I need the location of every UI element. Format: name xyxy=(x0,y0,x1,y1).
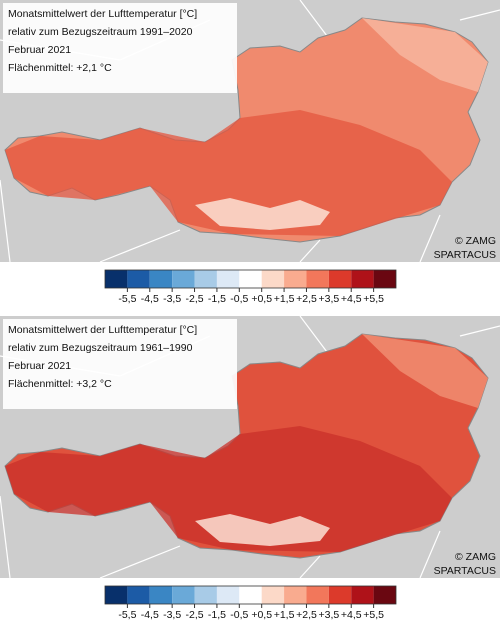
info-text: Monatsmittelwert der Lufttemperatur [°C] xyxy=(8,324,197,336)
mild-anomaly-area xyxy=(362,18,488,92)
info-text: relativ zum Bezugszeitraum 1961–1990 xyxy=(8,342,193,354)
info-text: relativ zum Bezugszeitraum 1991–2020 xyxy=(8,26,193,38)
colorbar-bin xyxy=(239,270,262,288)
colorbar-label: -4,5 xyxy=(141,293,159,305)
border-line xyxy=(299,239,321,263)
colorbar-bin xyxy=(149,586,173,604)
colorbar-label: +0,5 xyxy=(251,609,272,621)
colorbar-label: +2,5 xyxy=(296,609,317,621)
border-line xyxy=(299,315,331,357)
info-text: Februar 2021 xyxy=(8,360,71,372)
colorbar-label: +4,5 xyxy=(341,293,362,305)
map-panel: Monatsmittelwert der Lufttemperatur [°C]… xyxy=(0,0,500,263)
colorbar-label: -5,5 xyxy=(118,609,136,621)
colorbar-bin xyxy=(105,586,128,604)
colorbar-label: +4,5 xyxy=(341,609,362,621)
colorbar-label: -1,5 xyxy=(208,609,226,621)
colorbar-bin xyxy=(216,270,240,288)
colorbar: -5,5 -4,5 -3,5 -2,5 -1,5 -0,5 +0,5 +1,5 +2,5 +3,5… xyxy=(104,269,397,305)
colorbar-label: -1,5 xyxy=(208,293,226,305)
colorbar-frame xyxy=(104,585,397,605)
colorbar-bin xyxy=(328,270,352,288)
colorbar-bin xyxy=(261,586,285,604)
colorbar: -5,5 -4,5 -3,5 -2,5 -1,5 -0,5 +0,5 +1,5 +2,5 +3,5… xyxy=(104,585,397,621)
credit-text: © ZAMG xyxy=(455,551,496,563)
colorbar-frame xyxy=(104,269,397,289)
border-line xyxy=(459,9,500,21)
mild-anomaly-area xyxy=(362,334,488,408)
info-box xyxy=(3,319,237,409)
credit-text: SPARTACUS xyxy=(434,565,496,577)
colorbar-label: -2,5 xyxy=(185,293,203,305)
border-line xyxy=(0,495,11,579)
colorbar-bin xyxy=(261,270,285,288)
colorbar-bin xyxy=(284,270,307,288)
colorbar-bin xyxy=(373,270,396,288)
colorbar-label: +5,5 xyxy=(363,609,384,621)
colorbar-label: +0,5 xyxy=(251,293,272,305)
border-line xyxy=(419,214,441,263)
colorbar-label: -0,5 xyxy=(230,609,248,621)
border-line xyxy=(99,229,181,263)
colorbar-label: -2,5 xyxy=(185,609,203,621)
border-line xyxy=(99,545,181,579)
colorbar-label: -3,5 xyxy=(163,293,181,305)
border-line xyxy=(299,555,321,579)
colorbar-bin xyxy=(194,270,217,288)
colorbar-bin xyxy=(149,270,173,288)
alpine-area xyxy=(195,198,330,230)
colorbar-bin xyxy=(105,270,128,288)
colorbar-label: +5,5 xyxy=(363,293,384,305)
info-text: Februar 2021 xyxy=(8,44,71,56)
colorbar-label: -0,5 xyxy=(230,293,248,305)
colorbar-bin xyxy=(127,270,150,288)
map-panel: Monatsmittelwert der Lufttemperatur [°C]… xyxy=(0,315,500,579)
credit-text: © ZAMG xyxy=(455,235,496,247)
border-line xyxy=(459,325,500,337)
info-text: Monatsmittelwert der Lufttemperatur [°C] xyxy=(8,8,197,20)
warm-anomaly-area xyxy=(5,426,452,552)
colorbar-label: -3,5 xyxy=(163,609,181,621)
colorbar-bin xyxy=(351,270,374,288)
colorbar-label: +1,5 xyxy=(274,609,295,621)
colorbar-bin xyxy=(373,586,396,604)
border-line xyxy=(299,0,331,41)
info-text: Flächenmittel: +2,1 °C xyxy=(8,62,112,74)
colorbar-bin xyxy=(351,586,374,604)
colorbar-bin xyxy=(194,586,217,604)
border-line xyxy=(419,530,441,579)
colorbar-bin xyxy=(172,586,195,604)
colorbar-bin xyxy=(306,586,329,604)
colorbar-bin xyxy=(216,586,240,604)
colorbar-bin xyxy=(328,586,352,604)
alpine-area xyxy=(195,514,330,546)
warm-anomaly-area xyxy=(5,110,452,236)
colorbar-label: +3,5 xyxy=(318,609,339,621)
colorbar-label: -5,5 xyxy=(118,293,136,305)
info-box xyxy=(3,3,237,93)
info-text: Flächenmittel: +3,2 °C xyxy=(8,378,112,390)
border-line xyxy=(0,179,11,263)
colorbar-label: +3,5 xyxy=(318,293,339,305)
colorbar-bin xyxy=(284,586,307,604)
colorbar-label: +1,5 xyxy=(274,293,295,305)
colorbar-bin xyxy=(239,586,262,604)
credit-text: SPARTACUS xyxy=(434,249,496,261)
colorbar-bin xyxy=(172,270,195,288)
colorbar-bin xyxy=(306,270,329,288)
colorbar-label: -4,5 xyxy=(141,609,159,621)
colorbar-label: +2,5 xyxy=(296,293,317,305)
colorbar-bin xyxy=(127,586,150,604)
